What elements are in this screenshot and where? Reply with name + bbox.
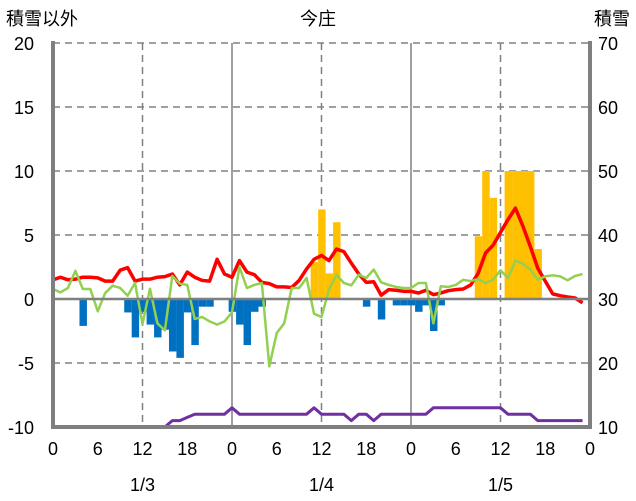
bar-negative [183, 299, 192, 313]
x-tick-label: 0 [48, 439, 58, 459]
date-label: 1/3 [130, 475, 155, 495]
right-tick-label: 40 [598, 226, 618, 246]
line-green [52, 259, 583, 368]
bar-positive [512, 171, 520, 299]
x-tick-label: 18 [356, 439, 376, 459]
x-tick-label: 12 [132, 439, 152, 459]
right-tick-label: 30 [598, 290, 618, 310]
bar-negative [139, 299, 147, 312]
bar-positive [504, 171, 513, 299]
x-tick-label: 6 [93, 439, 103, 459]
bar-negative [176, 299, 184, 358]
bar-negative [258, 299, 266, 307]
left-tick-label: 0 [24, 290, 34, 310]
bar-positive [519, 171, 527, 299]
bar-positive [482, 171, 490, 299]
bar-negative [437, 299, 445, 306]
left-tick-label: 10 [14, 162, 34, 182]
bar-positive [526, 171, 535, 299]
bar-negative [243, 299, 252, 346]
left-tick-label: 5 [24, 226, 34, 246]
bar-positive [310, 261, 319, 299]
bar-positive [333, 222, 341, 299]
bar-negative [79, 299, 87, 326]
date-label: 1/4 [309, 475, 334, 495]
bar-positive [489, 197, 498, 299]
right-tick-label: 20 [598, 354, 618, 374]
x-tick-label: 12 [311, 439, 331, 459]
bar-negative [236, 299, 244, 325]
date-label: 1/5 [488, 475, 513, 495]
right-tick-label: 10 [598, 418, 618, 438]
left-tick-label: -5 [18, 354, 34, 374]
bar-negative [154, 299, 162, 338]
right-axis-title: 積雪 [594, 9, 630, 29]
x-tick-label: 6 [272, 439, 282, 459]
x-tick-label: 6 [451, 439, 461, 459]
left-tick-label: 15 [14, 98, 34, 118]
right-tick-label: 70 [598, 34, 618, 54]
bar-negative [131, 299, 140, 338]
bar-negative [191, 299, 199, 346]
x-tick-label: 18 [535, 439, 555, 459]
bar-negative [392, 299, 401, 306]
x-tick-label: 0 [585, 439, 595, 459]
line-red [52, 206, 584, 305]
axes [51, 41, 592, 429]
bar-negative [251, 299, 259, 312]
right-tick-label: 50 [598, 162, 618, 182]
bar-negative [146, 299, 155, 325]
left-tick-label: 20 [14, 34, 34, 54]
x-tick-label: 18 [177, 439, 197, 459]
right-tick-label: 60 [598, 98, 618, 118]
chart-title: 今庄 [300, 9, 336, 29]
bar-negative [161, 299, 169, 330]
x-tick-label: 0 [406, 439, 416, 459]
bar-negative [124, 299, 132, 313]
bar-negative [400, 299, 408, 306]
bar-negative [362, 299, 371, 307]
bar-negative [430, 299, 438, 331]
bar-positive [534, 249, 542, 299]
bar-negative [198, 299, 207, 307]
x-tick-label: 12 [490, 439, 510, 459]
bar-negative [422, 299, 431, 306]
line-purple [53, 406, 583, 429]
bar-negative [206, 299, 214, 307]
bar-negative [415, 299, 423, 312]
left-axis-title: 積雪以外 [6, 9, 78, 29]
bar-negative [377, 299, 386, 320]
left-tick-label: -10 [8, 418, 34, 438]
bar-negative [168, 299, 177, 352]
bar-negative [407, 299, 416, 306]
x-tick-label: 0 [227, 439, 237, 459]
